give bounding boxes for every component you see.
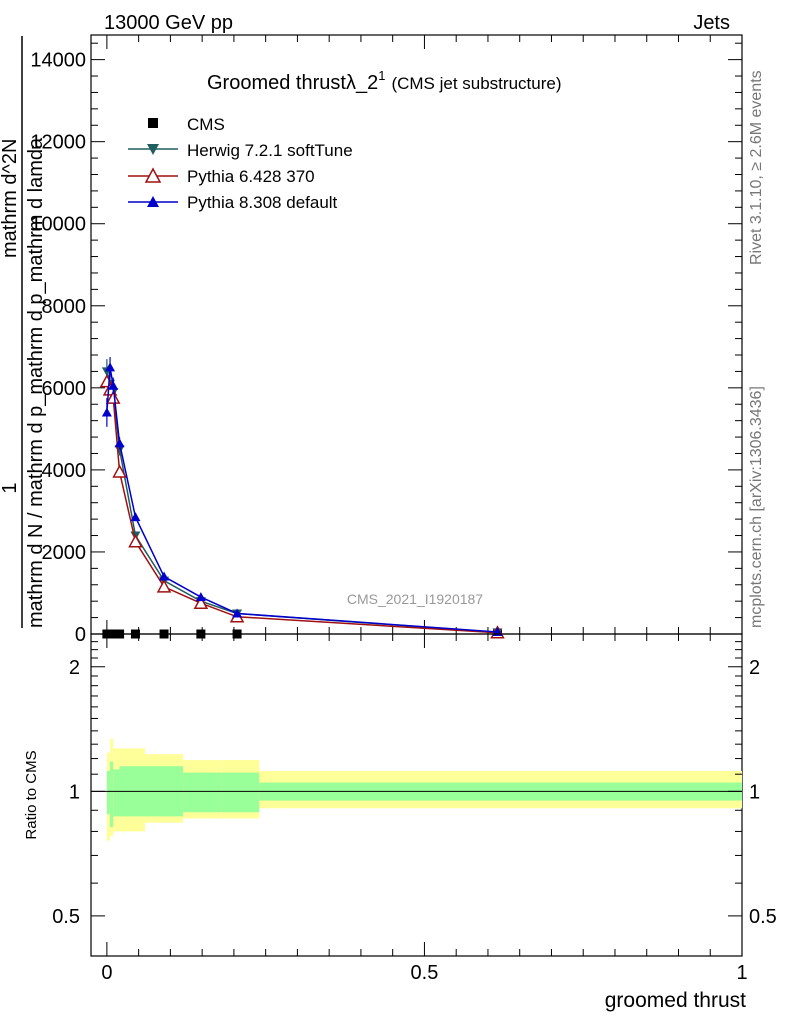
y-tick-label: 14000 — [30, 50, 86, 72]
chart-title-main: Groomed thrustλ_2 — [207, 72, 378, 94]
side-label-version: Rivet 3.1.10, ≥ 2.6M events — [748, 70, 765, 265]
ratio-x-ticks: 0 0.5 1 — [101, 634, 748, 984]
ratio-y-tick-label-right: 2 — [749, 657, 760, 679]
legend-label-cms: CMS — [187, 115, 225, 134]
legend: CMS Herwig 7.2.1 softTune Pythia 6.428 3… — [128, 115, 353, 212]
chart-subtitle: (CMS jet substructure) — [391, 74, 561, 93]
y-tick-label: 10000 — [30, 214, 86, 236]
pythia8-data-point — [195, 592, 206, 602]
pythia6-data-point — [105, 390, 121, 404]
ylabel-numerator: 1 — [0, 482, 21, 493]
pythia8-data-point — [114, 438, 125, 448]
pythia8-data-point — [159, 571, 170, 581]
ratio-y-tick-label: 1 — [69, 781, 80, 803]
header-left: 13000 GeV pp — [104, 12, 233, 34]
ratio-inner-band — [221, 772, 260, 813]
legend-label-pythia8: Pythia 8.308 default — [187, 193, 338, 212]
ratio-inner-band — [113, 769, 120, 817]
xlabel: groomed thrust — [605, 989, 746, 1012]
ratio-inner-band — [110, 761, 114, 827]
ratio-y-ticks: 0.5 0.5 1 1 2 2 — [52, 641, 777, 928]
y-tick-label: 8000 — [42, 296, 87, 318]
legend-marker-cms — [148, 118, 158, 128]
y-tick-label: 6000 — [42, 378, 87, 400]
ratio-inner-band — [183, 772, 222, 813]
pythia8-data-point — [101, 407, 112, 417]
ratio-ylabel: Ratio to CMS — [23, 750, 40, 839]
ratio-y-tick-label-right: 0.5 — [749, 906, 777, 928]
legend-marker-pythia6 — [144, 167, 162, 183]
pythia8-data-point — [105, 362, 116, 372]
ylabel-right-part: mathrm d^2N — [0, 139, 21, 258]
pythia8-data-point — [130, 512, 141, 522]
watermark: CMS_2021_I1920187 — [347, 591, 483, 607]
chart-title-sup: 1 — [378, 68, 385, 83]
ratio-bands — [106, 738, 742, 841]
legend-label-herwig: Herwig 7.2.1 softTune — [187, 141, 353, 160]
main-y-ticks: 0 2000 4000 6000 8000 10000 12000 14000 — [30, 42, 742, 646]
ratio-y-tick-label: 0.5 — [52, 906, 80, 928]
pythia6-data-point — [112, 464, 127, 478]
pythia6-data-point — [156, 579, 172, 593]
pythia6-data-point — [193, 595, 209, 609]
y-tick-label: 12000 — [30, 132, 86, 154]
pythia6-data-point — [128, 534, 143, 548]
x-tick-label: 0 — [101, 962, 112, 984]
y-tick-label: 4000 — [42, 460, 87, 482]
legend-marker-herwig — [147, 144, 159, 155]
chart-title: Groomed thrustλ_21 (CMS jet substructure) — [207, 68, 561, 94]
pythia8-data-point — [232, 608, 243, 618]
ratio-inner-band — [106, 770, 111, 815]
ratio-y-tick-label-right: 1 — [749, 781, 760, 803]
x-tick-label: 0.5 — [411, 962, 439, 984]
y-tick-label: 0 — [75, 624, 86, 646]
legend-label-pythia6: Pythia 6.428 370 — [187, 167, 315, 186]
header-right: Jets — [693, 12, 730, 34]
ylabel-denominator: mathrm d N / mathrm d p_mathrm d p_mathr… — [25, 137, 47, 628]
ratio-y-tick-label: 2 — [69, 657, 80, 679]
side-label-source: mcplots.cern.ch [arXiv:1306.3436] — [748, 386, 765, 628]
pythia8-data-point — [108, 380, 119, 390]
legend-marker-pythia8 — [147, 196, 159, 207]
y-tick-label: 2000 — [42, 542, 87, 564]
x-tick-label: 1 — [736, 962, 747, 984]
